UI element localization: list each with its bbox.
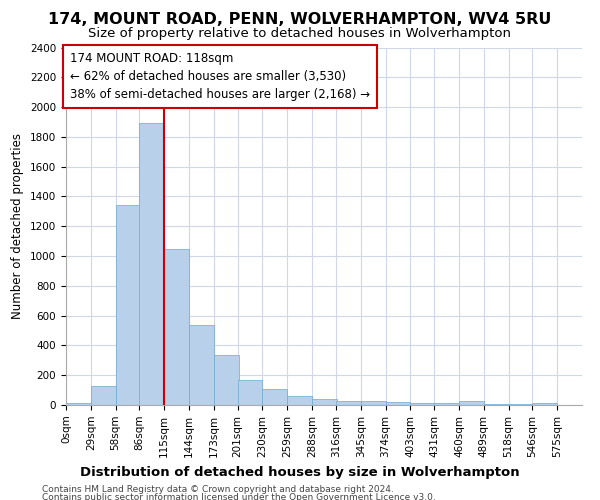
Bar xyxy=(509,404,533,405)
Bar xyxy=(336,400,361,405)
Bar xyxy=(262,388,287,405)
Bar xyxy=(238,380,262,405)
Text: Size of property relative to detached houses in Wolverhampton: Size of property relative to detached ho… xyxy=(89,28,511,40)
Bar xyxy=(66,403,91,405)
Bar xyxy=(532,403,557,405)
Bar xyxy=(139,124,164,405)
Bar xyxy=(287,396,312,405)
Text: Contains public sector information licensed under the Open Government Licence v3: Contains public sector information licen… xyxy=(42,493,436,500)
Text: 174, MOUNT ROAD, PENN, WOLVERHAMPTON, WV4 5RU: 174, MOUNT ROAD, PENN, WOLVERHAMPTON, WV… xyxy=(49,12,551,28)
Bar xyxy=(189,324,214,405)
Text: 174 MOUNT ROAD: 118sqm
← 62% of detached houses are smaller (3,530)
38% of semi-: 174 MOUNT ROAD: 118sqm ← 62% of detached… xyxy=(70,52,370,101)
Bar xyxy=(214,355,239,405)
Bar xyxy=(91,386,116,405)
Bar xyxy=(116,204,140,405)
Bar xyxy=(410,403,435,405)
Text: Distribution of detached houses by size in Wolverhampton: Distribution of detached houses by size … xyxy=(80,466,520,479)
Bar xyxy=(386,402,410,405)
Bar xyxy=(361,402,386,405)
Bar xyxy=(459,402,484,405)
Text: Contains HM Land Registry data © Crown copyright and database right 2024.: Contains HM Land Registry data © Crown c… xyxy=(42,485,394,494)
Bar xyxy=(434,403,459,405)
Bar xyxy=(312,399,337,405)
Y-axis label: Number of detached properties: Number of detached properties xyxy=(11,133,25,320)
Bar xyxy=(164,250,189,405)
Bar xyxy=(484,404,509,405)
